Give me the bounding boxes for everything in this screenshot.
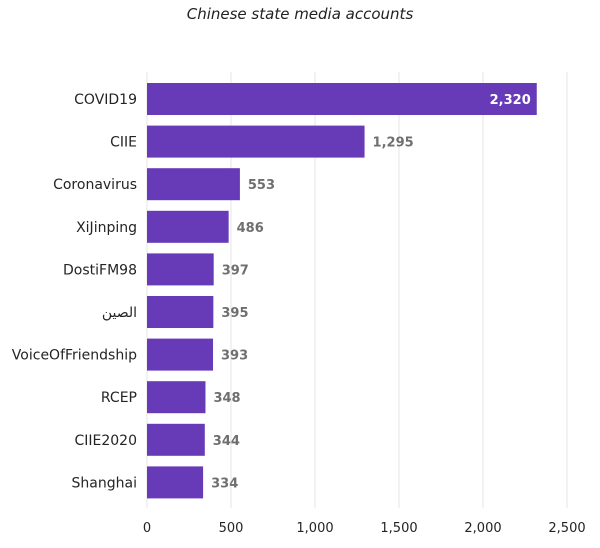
bar (147, 466, 204, 499)
value-labels: 2,320 1,295 553 486 397 395 393 348 344 334 (211, 93, 531, 491)
value-label: 344 (213, 434, 240, 449)
bar (147, 168, 240, 201)
category-labels: COVID19 CIIE Coronavirus XiJinping DostiFM98… (12, 92, 137, 491)
bar (147, 125, 365, 158)
category-label: XiJinping (76, 220, 137, 236)
x-tick-label: 500 (219, 521, 244, 536)
x-tick-label: 2,500 (548, 521, 585, 536)
chart-title: Chinese state media accounts (186, 5, 414, 23)
category-label: DostiFM98 (63, 262, 137, 278)
value-label: 334 (211, 476, 238, 491)
bar (147, 381, 206, 414)
value-label: 393 (221, 349, 248, 364)
category-label: Coronavirus (53, 177, 137, 193)
category-label: CIIE (110, 135, 137, 151)
value-label: 397 (222, 263, 249, 278)
category-label: COVID19 (74, 92, 137, 108)
x-tick-label: 0 (143, 521, 151, 536)
category-label: CIIE2020 (74, 433, 137, 449)
value-label: 2,320 (490, 93, 531, 108)
bars (147, 83, 537, 499)
category-label: VoiceOfFriendship (12, 348, 137, 364)
bar (147, 210, 229, 243)
x-axis-tick-labels: 0 500 1,000 1,500 2,000 2,500 (143, 521, 586, 536)
value-label: 1,295 (373, 136, 414, 151)
category-label: الصين (102, 305, 137, 321)
x-tick-label: 2,000 (464, 521, 501, 536)
bar (147, 296, 214, 328)
bar (147, 423, 205, 456)
bar (147, 83, 537, 115)
bar (147, 253, 214, 286)
value-label: 486 (237, 221, 264, 236)
x-tick-label: 1,000 (296, 521, 333, 536)
value-label: 348 (213, 391, 240, 406)
bar (147, 338, 214, 371)
value-label: 395 (221, 306, 248, 321)
category-label: RCEP (101, 390, 137, 406)
x-tick-label: 1,500 (380, 521, 417, 536)
value-label: 553 (248, 178, 275, 193)
category-label: Shanghai (72, 475, 137, 491)
